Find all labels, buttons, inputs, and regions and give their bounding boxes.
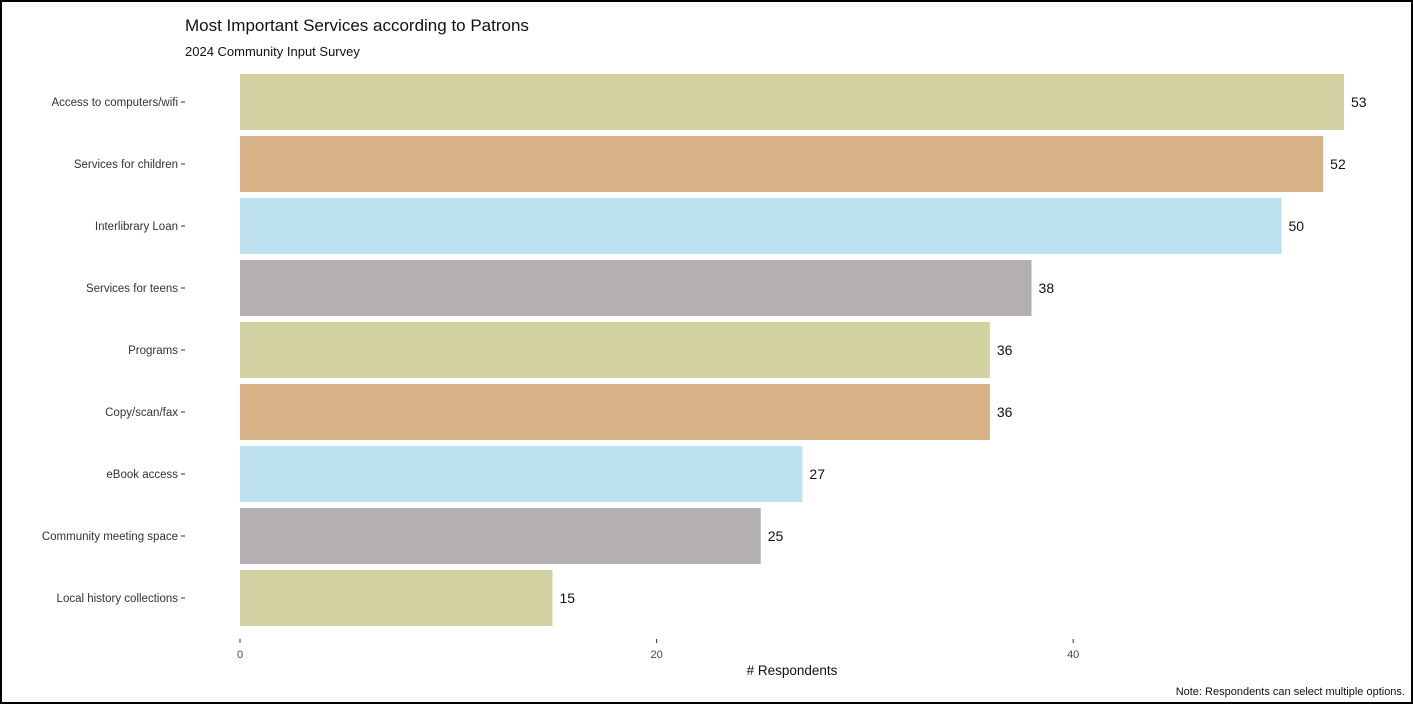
value-label-interlibrary-loan: 50 (1289, 218, 1305, 234)
bar-local-history-collections (240, 570, 553, 626)
category-label-local-history-collections: Local history collections (57, 593, 179, 605)
chart-subtitle: 2024 Community Input Survey (185, 44, 360, 59)
value-label-services-for-children: 52 (1330, 156, 1346, 172)
chart-note: Note: Respondents can select multiple op… (1175, 686, 1405, 698)
category-label-community-meeting-space: Community meeting space (42, 531, 178, 543)
value-label-local-history-collections: 15 (559, 590, 575, 606)
x-tick-label: 0 (237, 649, 243, 661)
value-label-services-for-teens: 38 (1039, 280, 1055, 296)
bar-services-for-teens (240, 260, 1032, 316)
value-label-ebook-access: 27 (809, 466, 825, 482)
value-label-access-to-computers-wifi: 53 (1351, 94, 1367, 110)
bar-services-for-children (240, 136, 1324, 192)
bar-copy-scan-fax (240, 384, 990, 440)
value-label-community-meeting-space: 25 (768, 528, 784, 544)
category-label-interlibrary-loan: Interlibrary Loan (95, 221, 178, 233)
x-tick-label: 40 (1067, 649, 1079, 661)
bar-access-to-computers-wifi (240, 74, 1344, 130)
value-label-programs: 36 (997, 342, 1013, 358)
bar-ebook-access (240, 446, 803, 502)
chart-title: Most Important Services according to Pat… (185, 16, 529, 35)
bar-programs (240, 322, 990, 378)
x-axis-title: # Respondents (747, 663, 838, 678)
category-label-services-for-teens: Services for teens (86, 283, 178, 295)
category-label-copy-scan-fax: Copy/scan/fax (105, 407, 178, 419)
bar-community-meeting-space (240, 508, 761, 564)
category-label-services-for-children: Services for children (74, 159, 178, 171)
category-label-programs: Programs (128, 345, 178, 357)
category-label-access-to-computers-wifi: Access to computers/wifi (51, 97, 178, 109)
value-label-copy-scan-fax: 36 (997, 404, 1013, 420)
bar-interlibrary-loan (240, 198, 1282, 254)
x-tick-label: 20 (650, 649, 662, 661)
category-label-ebook-access: eBook access (106, 469, 178, 481)
